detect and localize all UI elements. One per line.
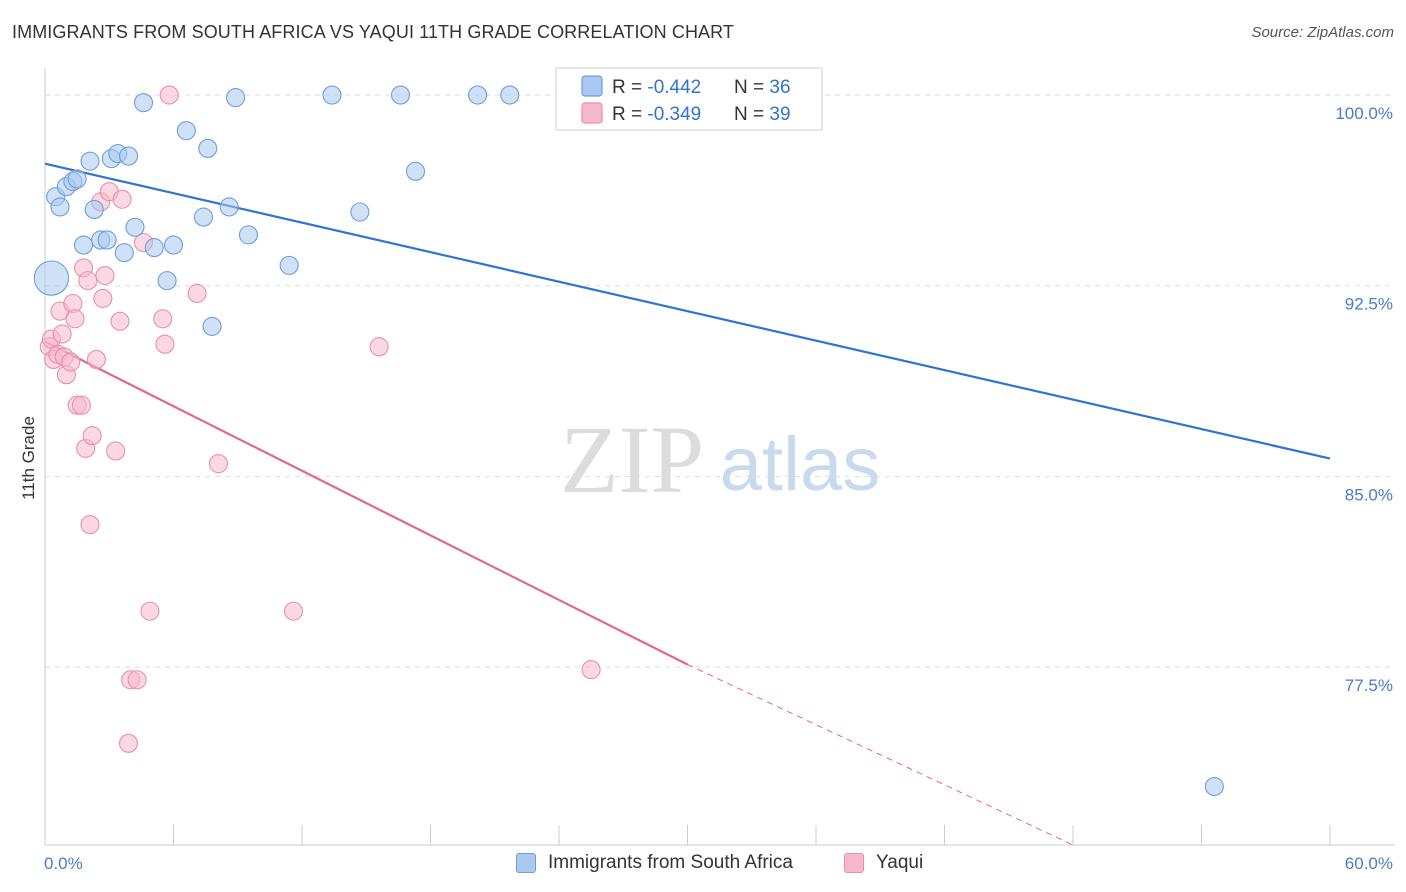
point-yaqui: [65, 309, 85, 329]
watermark-atlas: atlas: [720, 422, 881, 507]
svg-text:R = -0.349: R = -0.349: [612, 104, 701, 125]
grid-lines: [45, 94, 1395, 668]
point-south-africa: [114, 243, 134, 263]
point-south-africa: [279, 255, 299, 275]
point-south-africa: [50, 197, 70, 217]
legend-swatch-pink: [581, 102, 603, 124]
legend-item-yaqui[interactable]: Yaqui: [844, 852, 923, 874]
point-south-africa: [163, 235, 184, 255]
y-tick-label: 100.0%: [1335, 104, 1393, 123]
point-yaqui: [118, 733, 139, 753]
point-south-africa: [219, 197, 239, 217]
legend-swatch-blue: [581, 75, 603, 97]
legend-n-label: N =: [734, 104, 769, 125]
svg-text:N = 39: N = 39: [734, 104, 791, 125]
point-south-africa: [1204, 776, 1224, 797]
point-yaqui: [52, 324, 72, 344]
legend-swatch-pink-icon: [844, 853, 864, 873]
x-tick-label: 0.0%: [44, 854, 83, 873]
legend-label: Immigrants from South Africa: [548, 852, 793, 873]
point-yaqui: [110, 311, 130, 331]
x-tick-label: 60.0%: [1345, 854, 1393, 873]
point-yaqui: [581, 660, 601, 680]
point-south-africa: [144, 238, 164, 258]
trend-lines: [44, 162, 1331, 846]
legend-swatch-blue-icon: [516, 853, 536, 873]
point-south-africa: [157, 271, 177, 291]
point-south-africa: [226, 88, 246, 108]
y-tick-label: 92.5%: [1345, 295, 1393, 314]
point-yaqui: [80, 515, 100, 535]
point-yaqui: [283, 601, 303, 621]
point-south-africa: [125, 217, 145, 237]
point-south-africa: [468, 85, 488, 105]
point-yaqui: [86, 349, 106, 369]
legend-n-label: N =: [734, 77, 769, 98]
point-yaqui: [78, 271, 98, 291]
point-yaqui: [155, 334, 175, 354]
point-south-africa: [238, 225, 259, 245]
data-points: [33, 85, 1224, 797]
trend-line-south-africa: [44, 162, 1331, 460]
point-yaqui: [127, 670, 147, 690]
point-south-africa: [118, 146, 139, 166]
watermark-zip: ZIP: [560, 406, 704, 513]
point-yaqui: [61, 352, 81, 372]
point-south-africa: [80, 151, 100, 171]
legend-r-label: R =: [612, 104, 647, 125]
point-yaqui: [93, 288, 113, 308]
point-yaqui: [106, 441, 126, 461]
y-tick-label: 85.0%: [1345, 485, 1393, 504]
point-south-africa: [405, 161, 426, 181]
legend-r-value: -0.442: [647, 77, 701, 98]
svg-text:R = -0.442: R = -0.442: [612, 77, 701, 98]
chart-title: IMMIGRANTS FROM SOUTH AFRICA VS YAQUI 11…: [12, 22, 735, 42]
y-axis-label: 11th Grade: [19, 416, 38, 500]
legend-n-value: 36: [769, 77, 790, 98]
watermark: ZIP atlas: [560, 406, 880, 513]
y-tick-label: 77.5%: [1345, 676, 1393, 695]
point-south-africa: [193, 207, 214, 227]
point-yaqui: [159, 85, 179, 105]
point-south-africa: [350, 202, 370, 222]
tick-labels: 77.5% 85.0% 92.5% 100.0% 0.0% 60.0%: [44, 104, 1393, 873]
legend-label: Yaqui: [876, 852, 924, 873]
point-yaqui: [208, 454, 229, 474]
point-south-africa: [322, 85, 342, 105]
point-south-africa: [390, 85, 411, 105]
point-yaqui: [153, 309, 173, 329]
point-south-africa: [198, 138, 218, 158]
point-yaqui: [112, 189, 132, 209]
legend-r-label: R =: [612, 77, 647, 98]
point-yaqui: [140, 601, 160, 621]
point-south-africa: [84, 199, 104, 219]
legend: R = -0.442 N = 36 R = -0.349 N = 39: [555, 67, 823, 131]
point-yaqui: [82, 426, 102, 446]
source-credit: Source: ZipAtlas.com: [1251, 24, 1394, 41]
point-south-africa: [133, 93, 154, 113]
point-south-africa: [202, 316, 222, 336]
point-yaqui: [95, 265, 115, 286]
axes: [44, 68, 1395, 846]
point-yaqui: [187, 283, 207, 303]
legend-item-south-africa[interactable]: Immigrants from South Africa: [516, 852, 793, 874]
point-south-africa: [74, 235, 94, 255]
trend-line-yaqui-extension: [687, 664, 1074, 846]
legend-r-value: -0.349: [647, 104, 701, 125]
svg-text:N = 36: N = 36: [734, 77, 791, 98]
trend-line-yaqui: [44, 340, 688, 666]
point-south-africa: [500, 85, 520, 105]
point-south-africa: [33, 260, 70, 296]
point-south-africa: [176, 121, 196, 141]
point-yaqui: [71, 395, 91, 415]
bottom-legend: Immigrants from South Africa Yaqui: [0, 852, 1406, 878]
point-south-africa: [67, 169, 87, 189]
legend-n-value: 39: [769, 104, 790, 125]
point-yaqui: [369, 337, 389, 357]
point-south-africa: [97, 230, 117, 250]
